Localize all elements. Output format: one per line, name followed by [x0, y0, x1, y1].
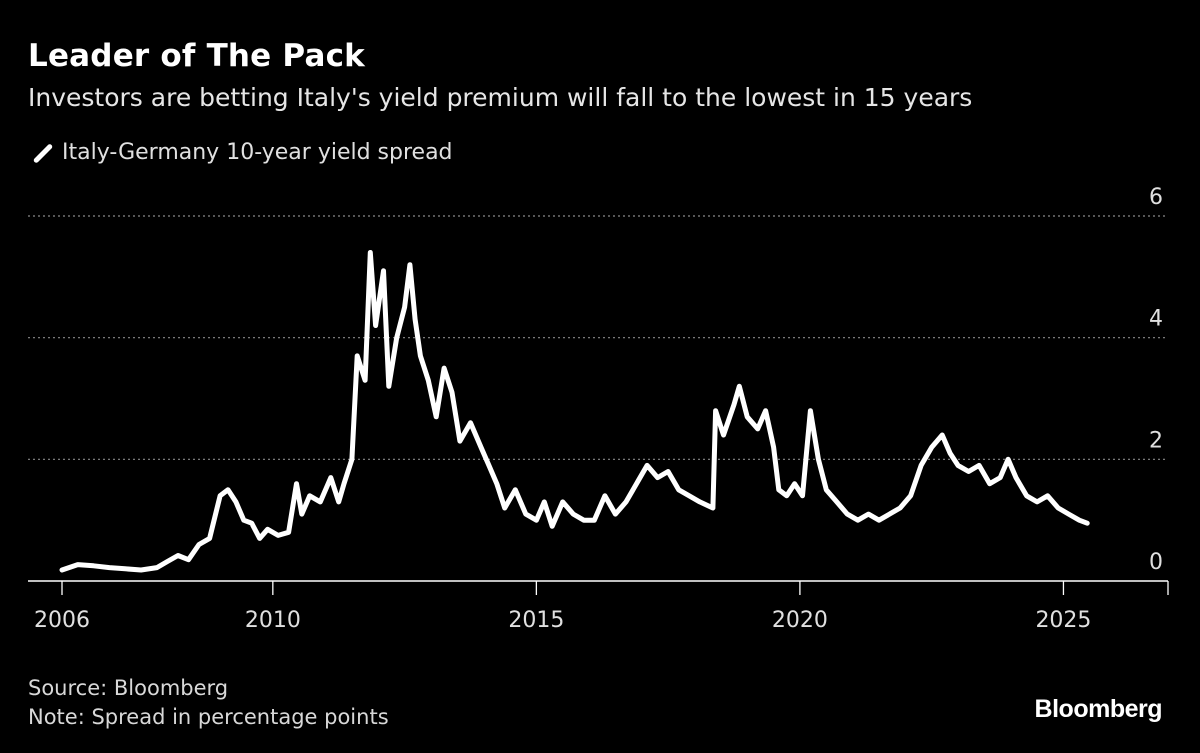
chart-footer: Source: Bloomberg Note: Spread in percen…: [28, 674, 389, 732]
x-tick-label-2020: 2020: [772, 608, 828, 633]
x-tick-label-2010: 2010: [245, 608, 301, 633]
x-tick-label-2025: 2025: [1035, 608, 1091, 633]
y-tick-label-2: 2: [1149, 428, 1163, 453]
legend-label: Italy-Germany 10-year yield spread: [62, 140, 453, 165]
units-note: Note: Spread in percentage points: [28, 705, 389, 729]
y-tick-label-0: 0: [1149, 550, 1163, 575]
x-tick-label-2015: 2015: [508, 608, 564, 633]
y-tick-label-4: 4: [1149, 307, 1163, 332]
bloomberg-logo: Bloomberg: [1034, 695, 1163, 723]
chart-subtitle: Investors are betting Italy's yield prem…: [28, 83, 973, 112]
chart-title: Leader of The Pack: [28, 38, 366, 74]
chart-legend: Italy-Germany 10-year yield spread: [30, 140, 453, 165]
series-line-0: [59, 250, 1090, 573]
source-note: Source: Bloomberg: [28, 676, 229, 700]
x-tick-label-2006: 2006: [34, 608, 90, 633]
y-tick-label-6: 6: [1149, 185, 1163, 210]
